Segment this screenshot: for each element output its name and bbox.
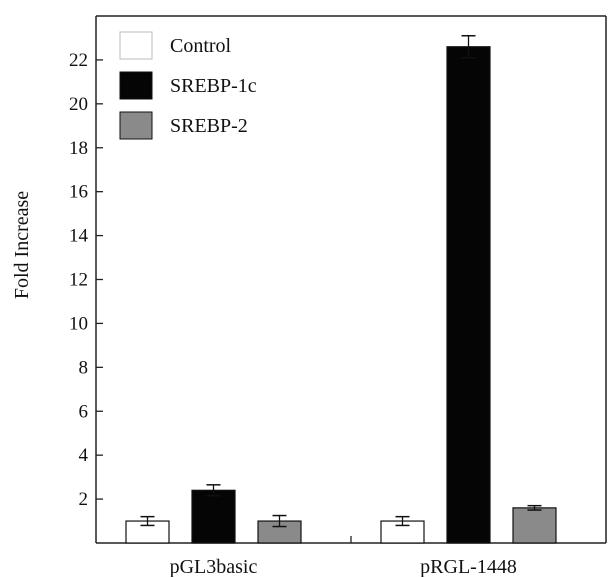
y-tick-label: 22 xyxy=(69,50,88,71)
y-tick-label: 18 xyxy=(69,138,88,159)
x-axis: pGL3basic pRGL-1448 xyxy=(170,536,517,577)
y-tick-label: 20 xyxy=(69,94,88,115)
bar xyxy=(191,489,236,544)
legend-swatch xyxy=(119,111,153,140)
x-tick-label: pRGL-1448 xyxy=(420,556,517,577)
y-tick-label: 10 xyxy=(69,313,88,334)
legend: Control SREBP-1c SREBP-2 xyxy=(119,31,257,140)
y-tick-label: 8 xyxy=(79,357,89,378)
y-tick-label: 16 xyxy=(69,182,88,203)
legend-swatch xyxy=(119,71,153,100)
legend-swatch xyxy=(119,31,153,60)
y-tick-label: 14 xyxy=(69,226,89,247)
y-tick-label: 12 xyxy=(69,270,88,291)
y-axis-title: Fold Increase xyxy=(11,191,33,299)
y-tick-label: 4 xyxy=(79,445,89,466)
x-tick-label: pGL3basic xyxy=(170,556,258,577)
legend-label: SREBP-1c xyxy=(170,75,257,97)
bars xyxy=(125,46,557,544)
legend-label: SREBP-2 xyxy=(170,115,248,137)
bar xyxy=(446,46,491,544)
y-tick-label: 2 xyxy=(79,489,89,510)
y-axis: 2 4 6 8 10 12 14 16 18 20 22 xyxy=(69,50,103,510)
y-tick-label: 6 xyxy=(79,401,89,422)
legend-label: Control xyxy=(170,35,232,57)
bar xyxy=(512,507,557,544)
error-bars xyxy=(140,35,542,528)
